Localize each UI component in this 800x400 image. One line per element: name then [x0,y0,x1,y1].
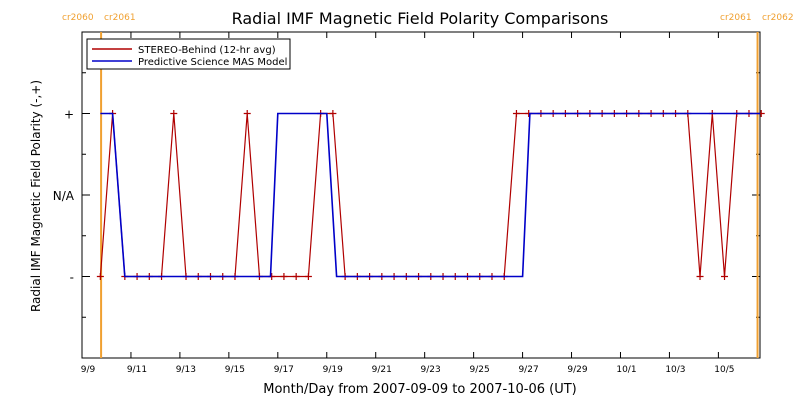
data-point-marker [721,273,729,280]
carrington-label: cr2062 [762,13,794,23]
x-tick-label: 9/15 [225,365,245,375]
x-tick-label: 9/23 [421,365,441,375]
legend: STEREO-Behind (12-hr avg)Predictive Scie… [86,38,291,70]
x-tick-label: 9/13 [176,365,196,375]
y-tick-label: + [64,108,74,122]
legend-entry: Predictive Science MAS Model [138,57,287,68]
x-tick-label: 9/11 [127,365,147,375]
x-tick-label: 9/19 [323,365,343,375]
y-tick-label: N/A [53,189,75,203]
data-point-marker [96,273,104,280]
plot-frame [81,31,761,359]
data-point-marker [329,110,337,117]
data-point-marker [280,273,288,280]
carrington-label: cr2060 [62,13,94,23]
data-point-marker [170,110,178,117]
data-point-marker [243,110,251,117]
series-line-mas-model [100,112,760,278]
x-tick-label: 9/27 [518,365,538,375]
data-point-marker [304,273,312,280]
chart-title: Radial IMF Magnetic Field Polarity Compa… [232,9,609,28]
legend-entry: STEREO-Behind (12-hr avg) [138,45,276,56]
y-axis-label: Radial IMF Magnetic Field Polarity (-,+) [29,80,43,312]
x-axis-label: Month/Day from 2007-09-09 to 2007-10-06 … [263,382,576,397]
data-point-marker [512,110,520,117]
carrington-label: cr2061 [720,13,752,23]
x-tick-label: 9/25 [470,365,490,375]
x-tick-label: 10/3 [665,365,685,375]
data-point-marker [292,273,300,280]
x-tick-label: 9/9 [81,365,96,375]
data-point-marker [696,273,704,280]
series-line-stereo-behind [99,112,762,278]
carrington-label: cr2061 [104,13,136,23]
y-tick-label: - [70,271,74,285]
x-tick-label: 9/17 [274,365,294,375]
x-tick-label: 9/21 [372,365,392,375]
x-tick-label: 10/1 [616,365,636,375]
legend-box [86,38,291,70]
x-tick-label: 9/29 [567,365,587,375]
plot-area: 9/9 9/11 9/13 9/15 9/17 9/19 9/21 9/23 9/25 9/27 9… [53,13,794,375]
x-tick-label: 10/5 [714,365,734,375]
